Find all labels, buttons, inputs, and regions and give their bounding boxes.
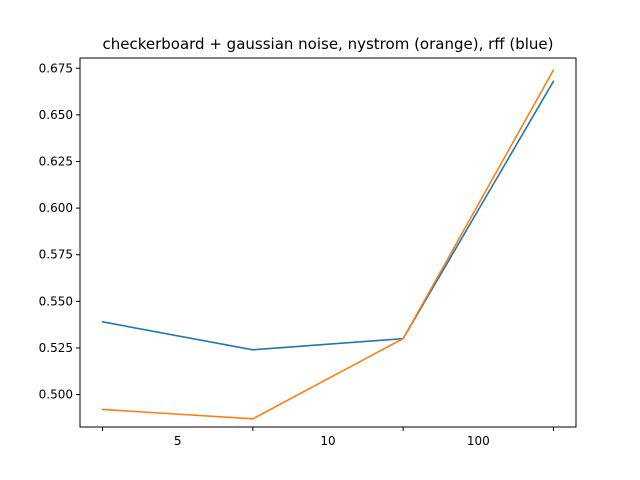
y-tick-label: 0.675 <box>39 61 73 75</box>
y-tick-label: 0.575 <box>39 248 73 262</box>
y-tick-label: 0.625 <box>39 154 73 168</box>
y-tick-label: 0.550 <box>39 294 73 308</box>
series-1-point <box>252 417 254 420</box>
x-tick-label: 10 <box>320 434 335 448</box>
chart-title: checkerboard + gaussian noise, nystrom (… <box>102 35 553 53</box>
series-line-1 <box>102 69 555 420</box>
x-tick-label: 100 <box>467 434 490 448</box>
y-tick-label: 0.525 <box>39 341 73 355</box>
plot-area: 0.500 0.525 0.550 0.575 0.600 0.625 0.650 0.675… <box>39 61 555 448</box>
series-line-0 <box>102 80 555 351</box>
y-tick-label: 0.600 <box>39 201 73 215</box>
series-1-point <box>552 69 555 71</box>
y-tick-label: 0.650 <box>39 108 73 122</box>
x-tick-label: 5 <box>174 434 182 448</box>
series-1-point <box>101 408 104 411</box>
axes-frame <box>79 57 577 428</box>
y-tick-label: 0.500 <box>39 388 73 402</box>
series-1-point <box>402 337 404 340</box>
series-0-point <box>252 349 254 351</box>
series-0-point <box>101 321 104 323</box>
series-0-point <box>552 80 555 83</box>
